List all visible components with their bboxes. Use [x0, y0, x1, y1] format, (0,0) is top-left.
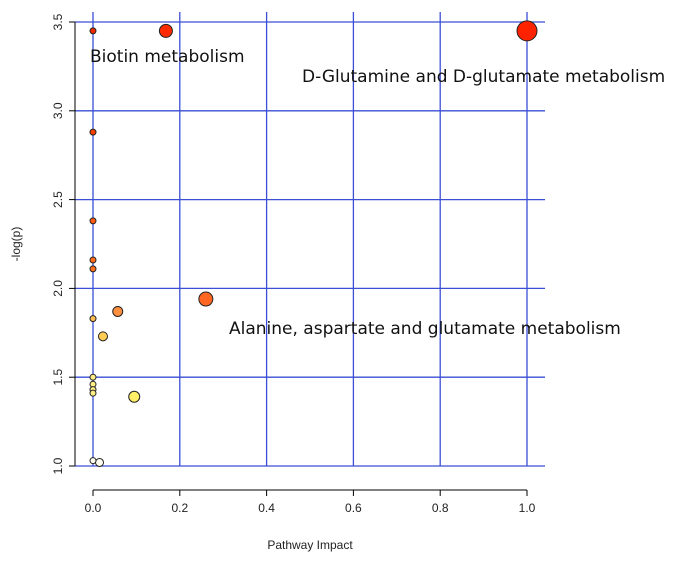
- data-point: [89, 389, 97, 397]
- data-point: [89, 265, 97, 273]
- x-tick-label: 0.6: [345, 501, 362, 515]
- grid-lines: [75, 12, 545, 467]
- data-point: [198, 291, 214, 307]
- annotation-biotin: Biotin metabolism: [90, 47, 245, 67]
- annotation-d-glutamine: D-Glutamine and D-glutamate metabolism: [302, 67, 665, 87]
- data-point: [89, 315, 97, 323]
- x-tick-label: 0.4: [258, 501, 275, 515]
- data-point: [516, 20, 538, 42]
- data-point: [89, 373, 97, 381]
- data-point: [112, 305, 124, 317]
- y-tick-label: 2.0: [51, 280, 65, 297]
- data-point: [95, 457, 105, 467]
- y-tick-label: 1.5: [51, 369, 65, 386]
- data-point: [89, 457, 97, 465]
- y-tick-label: 2.5: [51, 191, 65, 208]
- data-point: [128, 390, 141, 403]
- x-tick-label: 1.0: [519, 501, 536, 515]
- y-axis-title: -log(p): [9, 227, 23, 262]
- y-tick-label: 3.5: [51, 13, 65, 30]
- y-axis-ticks: 1.0 1.5 2.0 2.5 3.0 3.5: [51, 13, 75, 474]
- x-tick-label: 0.0: [85, 501, 102, 515]
- data-points: [89, 20, 538, 467]
- y-tick-label: 1.0: [51, 457, 65, 474]
- data-point: [89, 27, 97, 35]
- data-point: [89, 217, 97, 225]
- x-axis-title: Pathway Impact: [267, 538, 353, 552]
- x-tick-label: 0.2: [171, 501, 188, 515]
- x-tick-label: 0.8: [432, 501, 449, 515]
- annotation-alanine: Alanine, aspartate and glutamate metabol…: [229, 319, 621, 339]
- data-point: [158, 23, 173, 38]
- data-point: [89, 256, 97, 264]
- x-axis-ticks: 0.0 0.2 0.4 0.6 0.8 1.0: [85, 490, 536, 515]
- y-tick-label: 3.0: [51, 102, 65, 119]
- data-point: [97, 331, 108, 342]
- data-point: [89, 128, 97, 136]
